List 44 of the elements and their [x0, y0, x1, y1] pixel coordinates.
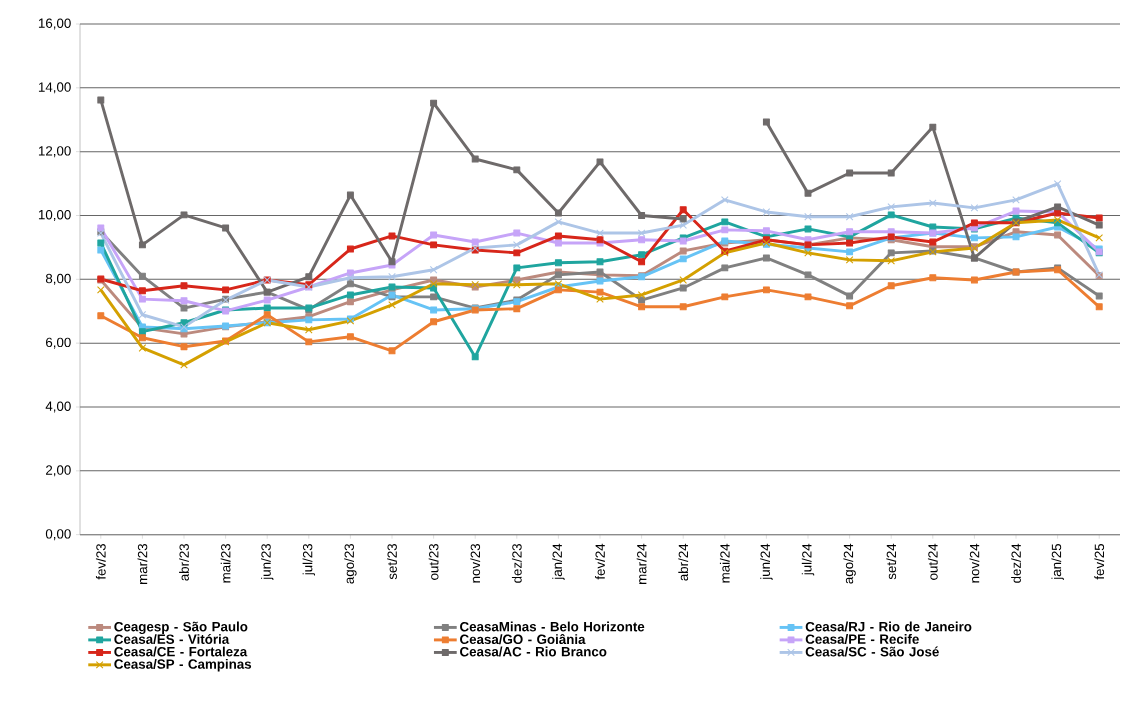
- y-tick-label: 4,00: [45, 401, 71, 413]
- y-tick-label: 0,00: [45, 529, 71, 541]
- legend-label: Ceasa/GO - Goiânia: [460, 633, 586, 645]
- x-tick-label: fev/24: [595, 543, 605, 580]
- y-tick-label: 2,00: [46, 465, 71, 477]
- y-tick-label: 14,00: [38, 82, 71, 94]
- x-tick-label: out/24: [927, 543, 938, 580]
- x-tick-label: jul/24: [801, 543, 815, 576]
- legend-label: Ceasa/SC - São José: [805, 646, 939, 657]
- x-tick-label: mai/24: [719, 543, 730, 583]
- x-tick-label: mar/23: [137, 543, 148, 584]
- x-tick-label: nov/24: [969, 543, 980, 583]
- y-tick-label: 6,00: [46, 337, 71, 349]
- legend-label: Ceasa/ES - Vitória: [114, 634, 230, 645]
- x-tick-label: abr/24: [678, 543, 689, 581]
- x-tick-label: dez/24: [1011, 543, 1021, 583]
- legend-label: CeasaMinas - Belo Horizonte: [460, 621, 645, 632]
- x-tick-label: set/23: [387, 543, 397, 580]
- x-tick-label: jan/25: [1051, 543, 1064, 581]
- y-tick-label: 10,00: [38, 210, 71, 222]
- x-tick-label: set/24: [886, 543, 897, 580]
- x-tick-label: out/23: [428, 543, 439, 580]
- legend-label: Ceasa/AC - Rio Branco: [460, 646, 607, 657]
- x-tick-label: fev/25: [1094, 543, 1105, 580]
- x-tick-label: mai/23: [220, 543, 231, 583]
- legend-label: Ceagesp - São Paulo: [114, 621, 248, 635]
- x-tick-label: nov/23: [470, 543, 481, 583]
- x-tick-label: mar/24: [636, 543, 647, 584]
- legend-label: Ceasa/RJ - Rio de Janeiro: [805, 621, 972, 632]
- x-tick-label: fev/23: [95, 543, 106, 580]
- legend-label: Ceasa/CE - Fortaleza: [114, 646, 248, 657]
- x-tick-label: jan/24: [552, 543, 565, 581]
- x-tick-label: dez/23: [511, 543, 522, 583]
- legend-label: Ceasa/PE - Recife: [805, 634, 919, 645]
- x-tick-label: jun/24: [760, 543, 773, 581]
- x-tick-label: abr/23: [179, 543, 189, 581]
- y-tick-label: 16,00: [38, 18, 71, 30]
- legend-label: Ceasa/SP - Campinas: [114, 659, 252, 672]
- x-tick-label: jul/23: [302, 543, 316, 576]
- y-tick-label: 8,00: [45, 273, 71, 285]
- y-tick-label: 12,00: [38, 146, 71, 158]
- x-tick-label: ago/23: [344, 543, 357, 584]
- x-tick-label: jun/23: [260, 543, 274, 581]
- x-tick-label: ago/24: [843, 543, 856, 584]
